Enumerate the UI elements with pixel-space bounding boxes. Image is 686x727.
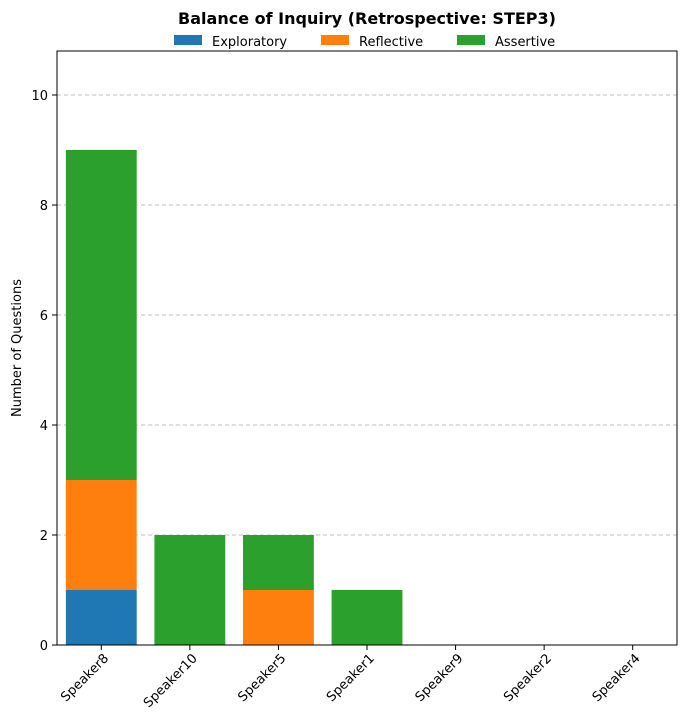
y-tick-label-2: 4 <box>40 419 48 434</box>
bar-speaker5-reflective <box>243 590 314 645</box>
x-tick-label-6: Speaker4 <box>590 651 644 705</box>
y-tick-label-1: 2 <box>40 529 48 544</box>
legend-label-exploratory: Exploratory <box>212 35 287 50</box>
legend: Exploratory Reflective Assertive <box>174 35 555 50</box>
legend-label-reflective: Reflective <box>359 35 423 50</box>
bar-speaker8-assertive <box>65 150 137 480</box>
x-tick-label-1: Speaker10 <box>141 651 201 711</box>
bar-speaker8-reflective <box>65 480 137 590</box>
legend-label-assertive: Assertive <box>495 35 555 50</box>
y-tick-label-0: 0 <box>40 639 48 654</box>
x-tick-label-0: Speaker8 <box>58 651 112 705</box>
x-axis-ticks: Speaker8 Speaker10 Speaker5 Speaker1 Speaker… <box>58 645 644 711</box>
y-tick-label-5: 10 <box>31 89 48 104</box>
x-tick-label-2: Speaker5 <box>235 651 289 705</box>
bar-speaker8-exploratory <box>65 590 137 645</box>
bar-speaker5-assertive <box>243 535 314 590</box>
bars <box>65 150 403 645</box>
gridlines <box>57 94 677 536</box>
y-axis-label: Number of Questions <box>10 279 25 417</box>
bar-speaker1-assertive <box>331 590 403 645</box>
plot-frame <box>56 50 678 646</box>
x-tick-label-5: Speaker2 <box>501 651 555 705</box>
legend-swatch-reflective <box>321 35 349 45</box>
legend-swatch-assertive <box>457 35 485 45</box>
x-tick-label-4: Speaker9 <box>413 651 467 705</box>
chart-title: Balance of Inquiry (Retrospective: STEP3… <box>178 9 556 28</box>
y-tick-label-4: 8 <box>40 199 48 214</box>
x-tick-label-3: Speaker1 <box>324 651 378 705</box>
y-axis-ticks: 0 2 4 6 8 10 <box>31 89 57 654</box>
y-tick-label-3: 6 <box>40 309 48 324</box>
bar-speaker10-assertive <box>154 535 226 645</box>
legend-swatch-exploratory <box>174 35 202 45</box>
